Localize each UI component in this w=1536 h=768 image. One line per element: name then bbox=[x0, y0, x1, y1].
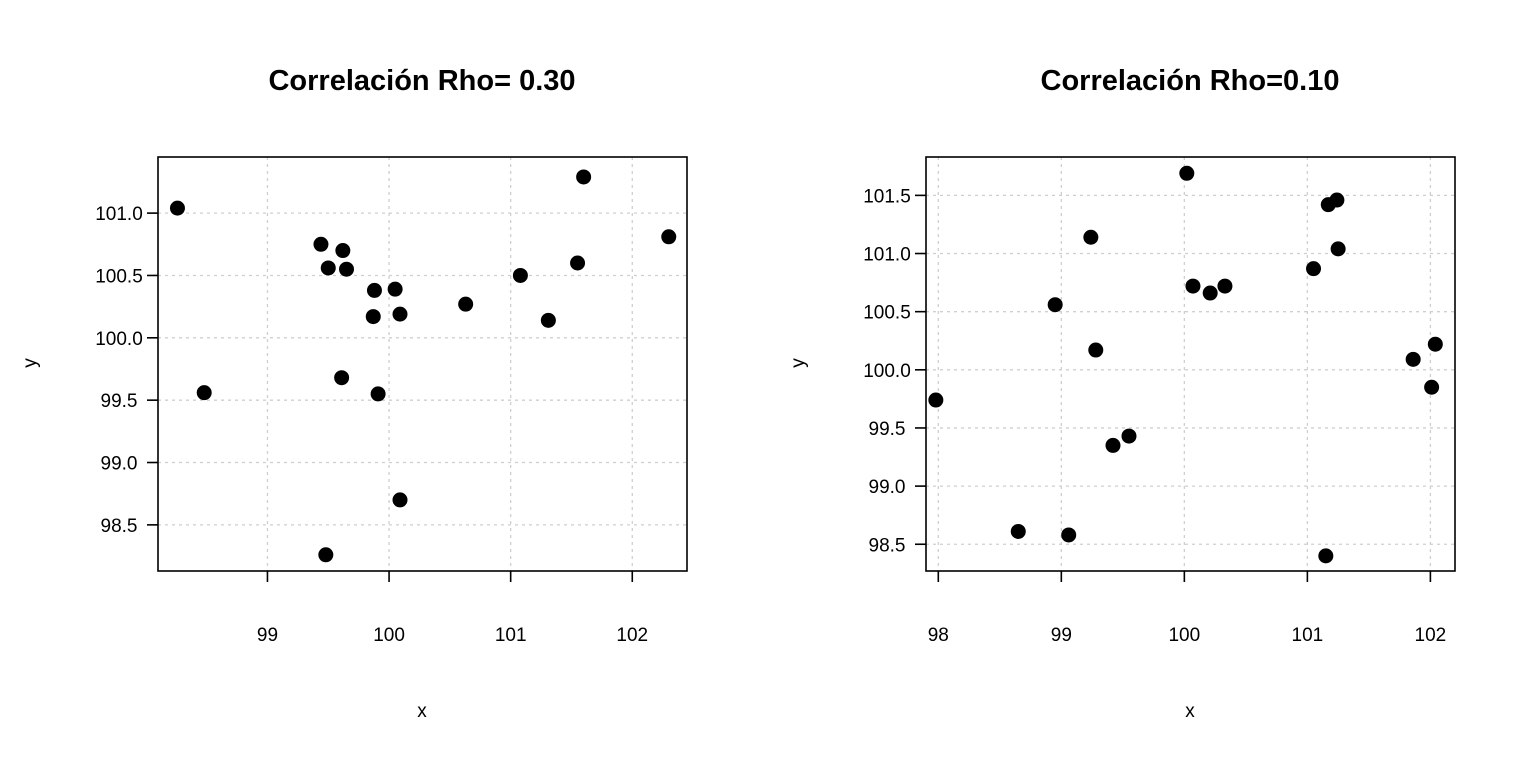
x-tick-label: 100 bbox=[1168, 625, 1200, 646]
scatter-point bbox=[570, 255, 586, 271]
scatter-point bbox=[1105, 437, 1121, 453]
y-tick-label: 100.0 bbox=[863, 361, 911, 382]
x-tick-label: 99 bbox=[257, 625, 278, 646]
x-axis-label: x bbox=[417, 701, 427, 722]
x-tick-label: 102 bbox=[1415, 625, 1447, 646]
y-tick-label: 99.0 bbox=[101, 454, 138, 475]
y-tick-label: 101.0 bbox=[95, 204, 143, 225]
data-points bbox=[169, 169, 677, 563]
y-tick-label: 101.0 bbox=[863, 245, 911, 266]
axis-ticks: 99 100 101 102 98.5 99.0 99.5 100.0 100.5 101.0 bbox=[95, 204, 648, 646]
scatter-point bbox=[1061, 527, 1077, 543]
y-tick-label: 98.5 bbox=[101, 516, 138, 537]
scatter-panel-right: Correlación Rho=0.10 98 99 100 101 102 98.5 99… bbox=[788, 65, 1456, 722]
scatter-point bbox=[338, 261, 354, 277]
y-tick-label: 100.0 bbox=[95, 329, 143, 350]
scatter-point bbox=[1318, 548, 1334, 564]
scatter-point bbox=[512, 267, 528, 283]
scatter-point bbox=[1424, 379, 1440, 395]
y-tick-label: 101.5 bbox=[863, 186, 911, 207]
data-points bbox=[928, 165, 1443, 564]
scatter-point bbox=[1047, 297, 1063, 313]
scatter-point bbox=[392, 492, 408, 508]
scatter-point bbox=[366, 282, 382, 298]
x-tick-label: 101 bbox=[1292, 625, 1324, 646]
y-tick-label: 98.5 bbox=[869, 535, 906, 556]
scatter-point bbox=[1083, 229, 1099, 245]
scatter-point bbox=[1088, 342, 1104, 358]
plot-frame bbox=[925, 156, 1456, 572]
scatter-panel-left: Correlación Rho= 0.30 99 100 101 102 98.5 99.… bbox=[20, 65, 688, 722]
y-tick-label: 99.0 bbox=[869, 477, 906, 498]
scatter-point bbox=[1306, 261, 1322, 277]
chart-title: Correlación Rho= 0.30 bbox=[268, 65, 575, 97]
scatter-point bbox=[1179, 165, 1195, 181]
scatter-point bbox=[458, 296, 474, 312]
scatter-point bbox=[387, 281, 403, 297]
grid-lines bbox=[158, 157, 687, 571]
scatter-point bbox=[540, 312, 556, 328]
scatter-point bbox=[576, 169, 592, 185]
x-tick-label: 100 bbox=[373, 625, 405, 646]
x-tick-label: 98 bbox=[928, 625, 949, 646]
y-tick-label: 99.5 bbox=[869, 419, 906, 440]
scatter-point bbox=[1217, 278, 1233, 294]
scatter-point bbox=[661, 229, 677, 245]
scatter-point bbox=[196, 385, 212, 401]
x-tick-label: 99 bbox=[1051, 625, 1072, 646]
scatter-point bbox=[928, 392, 944, 408]
scatter-point bbox=[1202, 285, 1218, 301]
plot-frame bbox=[157, 156, 688, 572]
scatter-point bbox=[318, 547, 334, 563]
grid-lines bbox=[926, 157, 1455, 571]
y-tick-label: 100.5 bbox=[863, 303, 911, 324]
scatter-point bbox=[1329, 192, 1345, 208]
scatter-point bbox=[1010, 523, 1026, 539]
y-axis-label: y bbox=[788, 358, 809, 368]
scatter-point bbox=[1121, 428, 1137, 444]
scatter-point bbox=[169, 200, 185, 216]
scatter-point bbox=[370, 386, 386, 402]
x-tick-label: 101 bbox=[495, 625, 527, 646]
axis-ticks: 98 99 100 101 102 98.5 99.0 99.5 100.0 100.5 101.0… bbox=[863, 186, 1446, 646]
scatter-point bbox=[1405, 351, 1421, 367]
x-tick-label: 102 bbox=[616, 625, 648, 646]
scatter-point bbox=[313, 236, 329, 252]
x-axis-label: x bbox=[1185, 701, 1195, 722]
scatter-point bbox=[1427, 336, 1443, 352]
scatter-point bbox=[334, 370, 350, 386]
y-tick-label: 99.5 bbox=[101, 391, 138, 412]
scatter-point bbox=[365, 309, 381, 325]
scatter-point bbox=[1330, 241, 1346, 257]
scatter-point bbox=[335, 243, 351, 259]
y-axis-label: y bbox=[20, 358, 41, 368]
scatter-point bbox=[1185, 278, 1201, 294]
chart-title: Correlación Rho=0.10 bbox=[1041, 65, 1340, 97]
scatter-point bbox=[320, 260, 336, 276]
scatter-point bbox=[392, 306, 408, 322]
y-tick-label: 100.5 bbox=[95, 266, 143, 287]
